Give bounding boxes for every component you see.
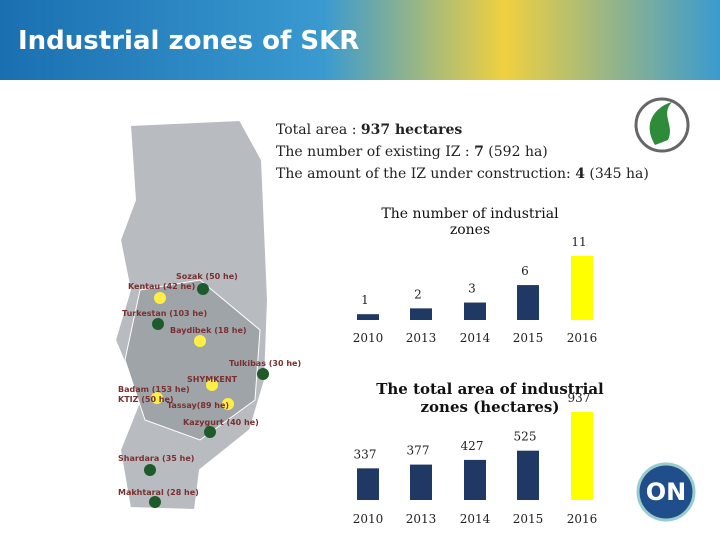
info-text: (592 ha) <box>483 144 548 160</box>
bar <box>410 308 432 320</box>
info-value: 937 hectares <box>360 122 463 138</box>
bar <box>464 459 486 500</box>
x-tick-label: 2015 <box>513 331 544 345</box>
value-label: 937 <box>568 391 591 405</box>
info-text: Total area : <box>276 122 361 138</box>
logo-leaf <box>634 97 690 153</box>
info-line: Total area : 937 hectares <box>276 122 462 138</box>
info-value: 4 <box>575 166 585 182</box>
info-value: 7 <box>474 144 484 160</box>
map-label: Sozak (50 he) <box>176 272 238 281</box>
info-text: (345 ha) <box>584 166 649 182</box>
marker <box>206 379 218 391</box>
map-label: Kentau (42 he) <box>128 282 195 291</box>
info-text: The amount of the IZ under construction: <box>276 166 576 182</box>
info-text: The number of existing IZ : <box>276 144 475 160</box>
slide-title: Industrial zones of SKR <box>18 26 360 56</box>
x-tick-label: 2016 <box>567 512 598 526</box>
marker <box>257 368 269 380</box>
value-label: 2 <box>414 287 422 301</box>
header-banner <box>0 0 720 80</box>
marker <box>152 318 164 330</box>
value-label: 1 <box>361 293 369 307</box>
marker <box>144 464 156 476</box>
value-label: 6 <box>521 264 529 278</box>
map-label: Turkestan (103 he) <box>122 309 207 318</box>
map-label: Kazygurt (40 he) <box>183 418 259 427</box>
bar <box>357 314 379 320</box>
x-tick-label: 2015 <box>513 512 544 526</box>
map-label: Makhtaral (28 he) <box>118 488 199 497</box>
bar <box>571 256 593 320</box>
x-tick-label: 2013 <box>406 512 437 526</box>
x-tick-label: 2014 <box>460 331 491 345</box>
marker <box>151 392 163 404</box>
value-label: 427 <box>461 439 484 453</box>
chart-title: The number of industrial zones <box>381 206 559 238</box>
map-markers <box>144 283 269 508</box>
map-label: Tulkibas (30 he) <box>229 359 301 368</box>
bar <box>410 464 432 500</box>
map-label: Tassay(89 he) <box>167 401 229 410</box>
value-label: 11 <box>571 235 586 249</box>
bar <box>357 468 379 500</box>
marker <box>204 426 216 438</box>
bar <box>571 412 593 500</box>
marker <box>194 335 206 347</box>
info-line: The number of existing IZ : 7 (592 ha) <box>276 144 548 160</box>
x-tick-label: 2016 <box>567 331 598 345</box>
bar <box>464 302 486 320</box>
map-labels: Sozak (50 he) Kentau (42 he) Turkestan (… <box>118 272 301 497</box>
value-label: 3 <box>468 282 476 296</box>
bar <box>517 450 539 500</box>
value-label: 525 <box>514 430 537 444</box>
x-tick-label: 2014 <box>460 512 491 526</box>
map-label: SHYMKENT <box>187 375 238 384</box>
marker <box>222 398 234 410</box>
info-line: The amount of the IZ under construction:… <box>276 166 649 182</box>
x-tick-label: 2013 <box>406 331 437 345</box>
marker <box>149 496 161 508</box>
x-tick-label: 2010 <box>353 512 384 526</box>
marker <box>197 283 209 295</box>
chart-title: The total area of industrial zones (hect… <box>376 380 604 416</box>
logo-on: ON <box>636 462 696 522</box>
value-label: 377 <box>407 444 430 458</box>
map-label: Baydibek (18 he) <box>170 326 247 335</box>
x-tick-label: 2010 <box>353 331 384 345</box>
map-label: Shardara (35 he) <box>118 454 194 463</box>
logo-text: ON <box>646 478 687 506</box>
map-label: Badam (153 he) <box>118 385 190 394</box>
map-label: KTIZ (50 he) <box>118 395 174 404</box>
marker <box>154 292 166 304</box>
value-label: 337 <box>354 447 377 461</box>
bar <box>517 285 539 320</box>
